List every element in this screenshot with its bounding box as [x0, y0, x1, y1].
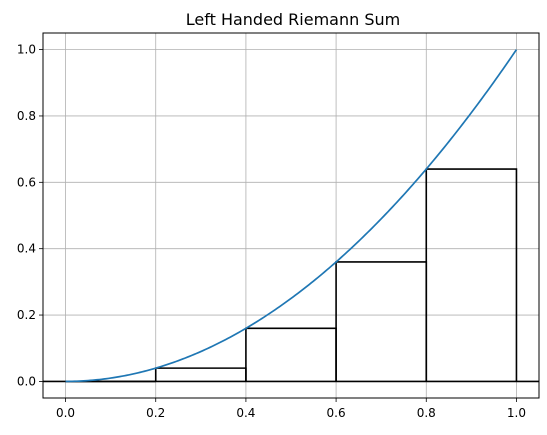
x-tick-label-4: 0.8	[417, 406, 436, 420]
function-curve	[65, 49, 518, 383]
x-tick-label-5: 1.0	[507, 406, 526, 420]
ticks: 0.0 0.2 0.4 0.6 0.8 1.0 0.0 0.2 0.4 0.6 0.8 1.0	[17, 43, 526, 420]
plot-area	[43, 33, 539, 398]
x-tick-label-0: 0.0	[56, 406, 75, 420]
y-tick-label-3: 0.6	[17, 175, 36, 189]
plot-border	[42, 32, 540, 399]
x-tick-label-2: 0.4	[236, 406, 255, 420]
y-tick-label-2: 0.4	[17, 242, 36, 256]
chart-title: Left Handed Riemann Sum	[186, 10, 400, 29]
riemann-rectangle-4	[425, 168, 518, 382]
y-tick-label-0: 0.0	[17, 374, 36, 388]
x-tick-label-1: 0.2	[146, 406, 165, 420]
y-tick-label-1: 0.2	[17, 308, 36, 322]
y-tick-label-4: 0.8	[17, 109, 36, 123]
x-tick-label-3: 0.6	[327, 406, 346, 420]
y-tick-label-5: 1.0	[17, 43, 36, 57]
